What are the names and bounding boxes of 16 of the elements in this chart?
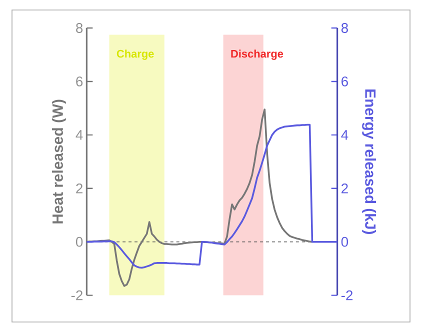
y2-tick-label: 6 bbox=[342, 76, 348, 86]
y2-tick-label: 8 bbox=[341, 23, 348, 33]
annotation: Discharge bbox=[231, 50, 284, 60]
y-axis-title: Heat released (W) bbox=[52, 100, 66, 224]
y-tick-label: 0 bbox=[76, 236, 83, 247]
y-tick-label: 2 bbox=[76, 184, 82, 194]
y2-axis-title: Energy released (kJ) bbox=[362, 90, 376, 234]
y-tick-label: 8 bbox=[76, 23, 83, 33]
y2-tick-label: -2 bbox=[341, 290, 353, 300]
y2-tick-label: 4 bbox=[341, 130, 348, 140]
y2-tick-label: 0 bbox=[341, 236, 348, 247]
y-tick-label: 6 bbox=[76, 76, 83, 86]
y-tick-label: -2 bbox=[71, 290, 82, 300]
annotation: Charge bbox=[116, 50, 154, 60]
y2-tick-label: 2 bbox=[342, 184, 348, 194]
y-tick-label: 4 bbox=[76, 130, 83, 140]
